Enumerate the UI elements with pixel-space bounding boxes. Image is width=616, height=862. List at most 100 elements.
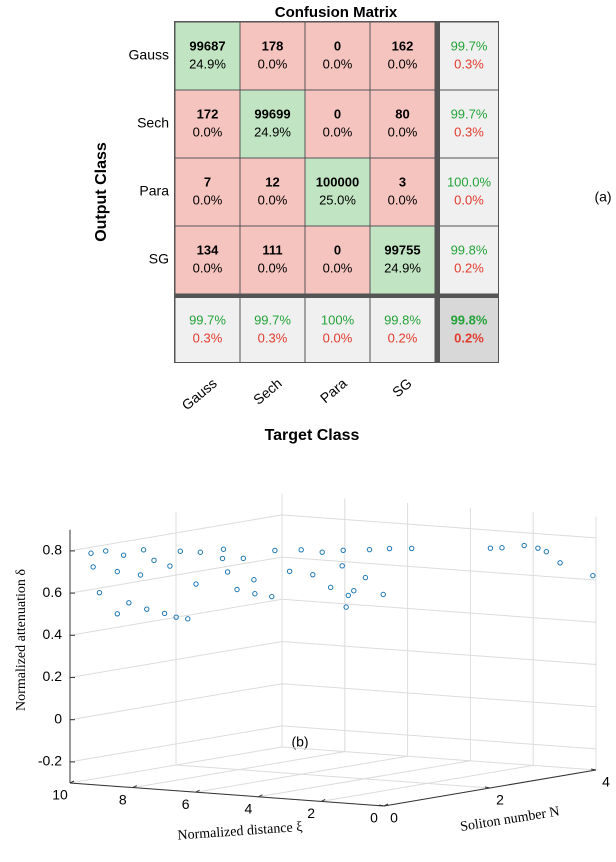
data-point bbox=[499, 545, 505, 551]
matrix-cell bbox=[370, 22, 435, 90]
col-correct: 100% bbox=[321, 312, 355, 327]
grid-line bbox=[281, 746, 597, 771]
data-point bbox=[557, 560, 563, 566]
col-correct: 99.7% bbox=[254, 312, 291, 327]
matrix-cell bbox=[305, 90, 370, 158]
cell-percent: 0.0% bbox=[258, 192, 288, 207]
cell-count: 100000 bbox=[316, 174, 359, 189]
matrix-cell bbox=[240, 226, 305, 294]
col-error: 0.2% bbox=[388, 330, 418, 345]
data-point bbox=[161, 610, 168, 617]
data-point bbox=[380, 591, 386, 598]
cell-count: 99699 bbox=[254, 106, 290, 121]
z-tick-label: 0.4 bbox=[43, 626, 63, 642]
grid-line bbox=[321, 764, 534, 802]
z-tick-label: 0.6 bbox=[43, 584, 63, 600]
data-point bbox=[240, 555, 247, 562]
tick-mark bbox=[378, 804, 385, 807]
summary-cell bbox=[305, 298, 370, 362]
tick-mark bbox=[195, 789, 200, 793]
data-point bbox=[362, 574, 369, 581]
col-label: Gauss bbox=[179, 375, 220, 413]
tick-mark bbox=[69, 780, 75, 784]
summary-cell bbox=[175, 298, 240, 362]
data-point bbox=[197, 549, 204, 555]
row-correct: 99.8% bbox=[451, 242, 488, 257]
cell-count: 162 bbox=[392, 38, 414, 53]
y-tick-label: 2 bbox=[307, 805, 315, 821]
cell-count: 80 bbox=[395, 106, 409, 121]
z-axis-title: Normalized attenuation δ bbox=[14, 569, 29, 711]
data-point bbox=[319, 549, 325, 555]
cell-count: 134 bbox=[197, 242, 219, 257]
data-point bbox=[151, 557, 157, 564]
y-tick-label: 4 bbox=[245, 801, 253, 817]
z-tick-label: 0.2 bbox=[43, 668, 63, 684]
summary-cell bbox=[440, 226, 498, 294]
cell-percent: 0.0% bbox=[323, 124, 353, 139]
summary-cell bbox=[440, 22, 498, 90]
row-error: 0.0% bbox=[454, 192, 484, 207]
cell-percent: 24.9% bbox=[384, 260, 421, 275]
overall-error: 0.2% bbox=[454, 330, 484, 345]
grid-line bbox=[69, 746, 283, 784]
data-point bbox=[521, 542, 527, 549]
data-point bbox=[339, 563, 345, 569]
data-point bbox=[340, 547, 346, 553]
x-tick-label: 0 bbox=[390, 810, 398, 826]
matrix-cell bbox=[175, 158, 240, 226]
data-point bbox=[220, 546, 227, 552]
tick-mark bbox=[383, 803, 389, 807]
cell-percent: 0.0% bbox=[388, 124, 418, 139]
z-tick-label: 0 bbox=[54, 710, 62, 726]
cell-count: 0 bbox=[334, 106, 341, 121]
data-point bbox=[144, 606, 150, 612]
y-axis-title: Output Class bbox=[93, 142, 110, 242]
grid-line bbox=[258, 760, 471, 798]
data-point bbox=[114, 611, 121, 617]
data-point bbox=[272, 547, 278, 554]
grid-line bbox=[281, 556, 597, 581]
matrix-cell bbox=[240, 158, 305, 226]
tick-mark bbox=[484, 786, 491, 789]
data-point bbox=[114, 568, 121, 575]
cell-count: 7 bbox=[204, 174, 211, 189]
y-axis-title: Normalized distance ξ bbox=[177, 820, 303, 844]
data-point bbox=[219, 555, 226, 562]
grid-line bbox=[195, 755, 408, 793]
summary-cell bbox=[240, 298, 305, 362]
col-correct: 99.7% bbox=[189, 312, 226, 327]
z-tick-label: -0.2 bbox=[38, 753, 62, 769]
data-point bbox=[269, 593, 275, 600]
data-point bbox=[487, 545, 494, 551]
y-tick-label: 10 bbox=[52, 787, 68, 803]
data-point bbox=[366, 546, 373, 553]
cell-count: 99755 bbox=[384, 242, 420, 257]
y-tick-label: 6 bbox=[182, 796, 190, 812]
data-point bbox=[386, 545, 393, 552]
cell-count: 0 bbox=[334, 242, 341, 257]
grid-line bbox=[281, 514, 597, 539]
x-axis-title: Soliton number N bbox=[459, 804, 560, 835]
data-point bbox=[88, 550, 94, 556]
col-error: 0.3% bbox=[258, 330, 288, 345]
data-point bbox=[409, 545, 415, 552]
col-correct: 99.8% bbox=[384, 312, 421, 327]
cell-count: 3 bbox=[399, 174, 406, 189]
cell-count: 12 bbox=[265, 174, 279, 189]
row-error: 0.3% bbox=[454, 56, 484, 71]
grid-line bbox=[132, 751, 345, 789]
data-point bbox=[167, 563, 173, 569]
row-correct: 99.7% bbox=[451, 106, 488, 121]
cell-count: 172 bbox=[197, 106, 219, 121]
overall-correct: 99.8% bbox=[451, 312, 488, 327]
grid-line bbox=[281, 641, 597, 665]
matrix-cell bbox=[305, 226, 370, 294]
matrix-cell bbox=[175, 90, 240, 158]
data-point bbox=[185, 616, 191, 622]
cell-percent: 0.0% bbox=[323, 260, 353, 275]
matrix-cell bbox=[370, 158, 435, 226]
cell-percent: 0.0% bbox=[388, 192, 418, 207]
row-label: Gauss bbox=[129, 47, 169, 63]
data-point bbox=[137, 572, 144, 578]
